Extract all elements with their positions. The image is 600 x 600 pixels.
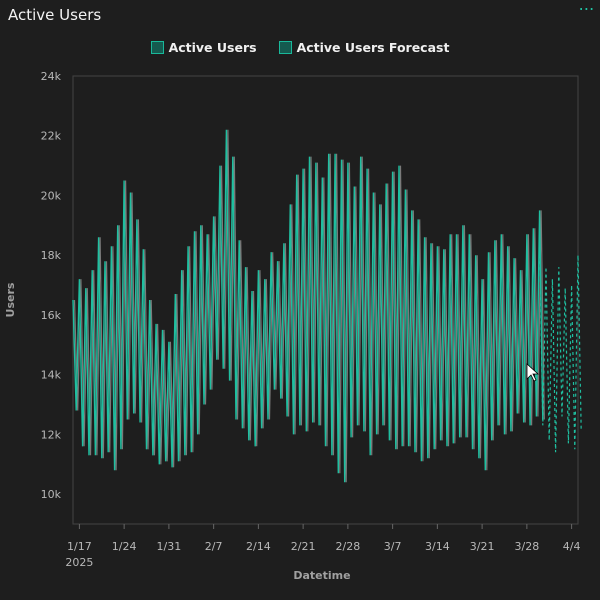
y-tick-label: 10k xyxy=(41,488,62,501)
series-group xyxy=(72,129,582,483)
legend-swatch xyxy=(278,41,292,54)
x-tick-label: 4/4 xyxy=(563,540,581,553)
x-tick-label: 1/17 xyxy=(67,540,92,553)
x-tick-label: 2/7 xyxy=(205,540,223,553)
x-tick-label: 1/24 xyxy=(112,540,137,553)
x-tick-label: 3/21 xyxy=(470,540,495,553)
series-line-active-users[interactable] xyxy=(72,129,544,483)
mouse-pointer-icon xyxy=(526,363,540,382)
x-axis-label: Datetime xyxy=(293,569,350,582)
y-tick-label: 22k xyxy=(41,130,62,143)
x-tick-label: 2/28 xyxy=(336,540,361,553)
series-shadow-line xyxy=(73,129,545,483)
x-tick-label: 2/21 xyxy=(291,540,316,553)
y-tick-label: 24k xyxy=(41,70,62,83)
y-axis-label: Users xyxy=(4,282,17,317)
x-tick-label: 3/14 xyxy=(425,540,450,553)
y-tick-label: 14k xyxy=(41,369,62,382)
y-tick-label: 16k xyxy=(41,309,62,322)
legend: Active Users Active Users Forecast xyxy=(0,40,600,55)
x-tick-label: 1/31 xyxy=(157,540,182,553)
y-tick-label: 18k xyxy=(41,249,62,262)
x-tick-label: 3/28 xyxy=(515,540,540,553)
x-tick-label: 3/7 xyxy=(384,540,402,553)
x-tick-sublabel: 2025 xyxy=(65,556,93,569)
y-tick-label: 20k xyxy=(41,189,62,202)
x-tick-label: 2/14 xyxy=(246,540,271,553)
chart-title: Active Users xyxy=(8,6,102,24)
legend-label: Active Users xyxy=(168,40,257,55)
series-line-forecast[interactable] xyxy=(539,243,582,453)
y-axis: 10k 12k 14k 16k 18k 20k 22k 24k xyxy=(41,70,62,501)
legend-label: Active Users Forecast xyxy=(296,40,450,55)
legend-item-active-users[interactable]: Active Users xyxy=(150,40,257,55)
x-axis: 1/17 2025 1/24 1/31 2/7 2/14 2/21 2/28 3/7 3/14 3/… xyxy=(65,524,580,569)
more-dots-icon[interactable]: ⋯ xyxy=(578,0,595,18)
legend-swatch xyxy=(150,41,164,54)
legend-item-forecast[interactable]: Active Users Forecast xyxy=(278,40,450,55)
y-tick-label: 12k xyxy=(41,428,62,441)
